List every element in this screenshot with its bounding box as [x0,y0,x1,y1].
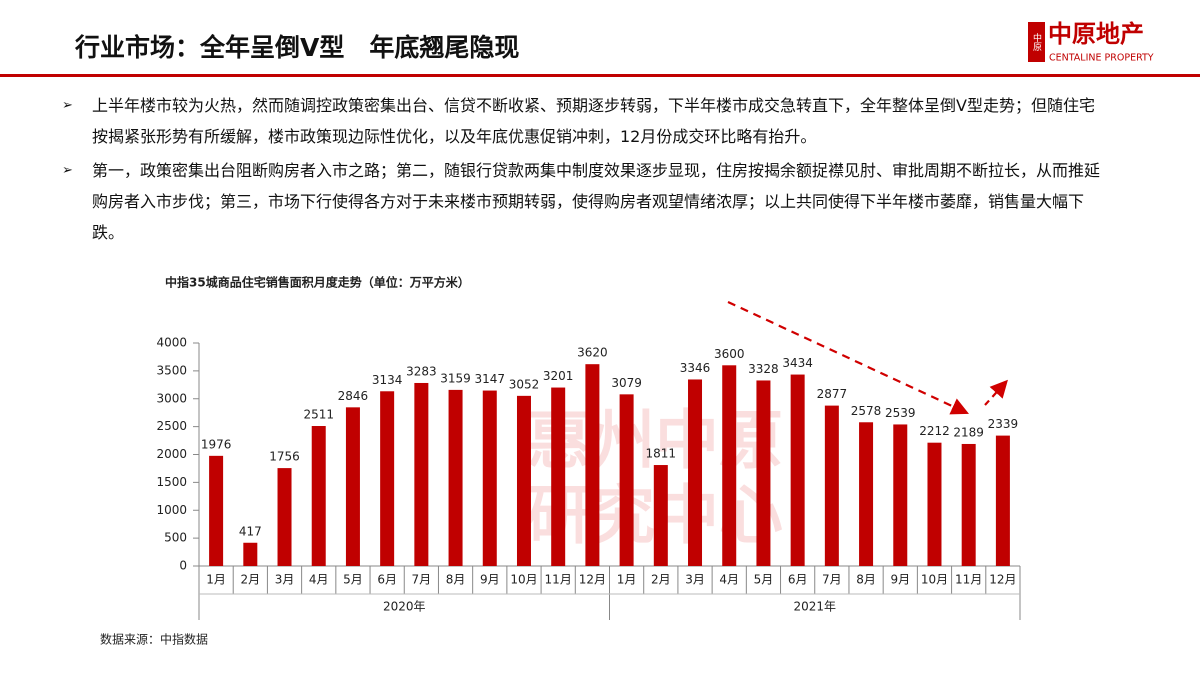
y-tick-label: 2000 [156,447,187,461]
group-label: 2020年 [383,600,426,614]
bar [482,390,497,566]
data-label: 1976 [201,437,232,451]
bar [551,387,566,566]
x-tick-label: 6月 [377,573,397,587]
bullet: 第一，政策密集出台阻断购房者入市之路；第二，随银行贷款两集中制度效果逐步显现，住… [62,155,1107,248]
bar [927,442,942,566]
data-label: 3620 [577,346,608,360]
y-tick-label: 500 [164,531,187,545]
x-tick-label: 7月 [822,573,842,587]
x-tick-label: 1月 [206,573,226,587]
x-tick-label: 11月 [545,573,572,587]
data-label: 2189 [953,425,984,439]
bar [961,443,976,566]
x-tick-label: 9月 [890,573,910,587]
data-label: 3159 [440,371,471,385]
y-tick-label: 3000 [156,391,187,405]
bar [311,426,326,566]
data-label: 2846 [338,389,369,403]
bar [859,422,874,566]
x-tick-label: 10月 [510,573,537,587]
bar [209,455,224,566]
group-label: 2021年 [793,600,836,614]
data-label: 3201 [543,369,574,383]
bar [380,391,395,566]
data-label: 1811 [646,447,677,461]
x-tick-label: 12月 [989,573,1016,587]
data-label: 1756 [269,450,300,464]
logo-mark-box [1028,22,1045,62]
bar [516,395,531,566]
trend-arrow [984,379,1008,406]
header-rule [0,74,1200,77]
bar [722,365,737,566]
x-tick-label: 10月 [921,573,948,587]
data-label: 417 [239,524,262,538]
data-label: 3283 [406,364,437,378]
bar [619,394,634,566]
data-label: 2578 [851,404,882,418]
y-tick-label: 1000 [156,503,187,517]
logo-subtext: CENTALINE PROPERTY [1049,53,1154,64]
logo-mark: 中原 [1031,32,1042,51]
bullet-list: 上半年楼市较为火热，然而随调控政策密集出台、信贷不断收紧、预期逐步转弱，下半年楼… [62,90,1107,251]
x-tick-label: 3月 [685,573,705,587]
x-tick-label: 8月 [856,573,876,587]
bar [414,382,429,566]
data-label: 2539 [885,406,916,420]
x-tick-label: 5月 [343,573,363,587]
bar [893,424,908,566]
y-tick-label: 0 [179,559,187,573]
bar [824,405,839,566]
bar [756,380,771,566]
data-label: 3052 [509,377,540,391]
x-tick-label: 8月 [446,573,466,587]
x-tick-label: 11月 [955,573,982,587]
bar [345,407,360,566]
y-tick-label: 4000 [156,336,187,350]
x-tick-label: 6月 [788,573,808,587]
data-label: 3079 [611,376,642,390]
data-label: 2511 [303,408,334,422]
data-label: 3147 [474,372,505,386]
data-label: 3134 [372,373,403,387]
slide-title: 行业市场：全年呈倒V型 年底翘尾隐现 [75,33,520,62]
bar [688,379,703,566]
x-tick-label: 9月 [480,573,500,587]
bar [243,542,258,566]
data-label: 3434 [782,356,813,370]
x-tick-label: 4月 [309,573,329,587]
bar [448,389,463,566]
bar [790,374,805,566]
bullet: 上半年楼市较为火热，然而随调控政策密集出台、信贷不断收紧、预期逐步转弱，下半年楼… [62,90,1107,152]
x-tick-label: 12月 [579,573,606,587]
chart-title: 中指35城商品住宅销售面积月度走势（单位：万平方米） [165,275,470,290]
data-label: 2877 [817,387,848,401]
data-label: 2212 [919,424,950,438]
x-tick-label: 7月 [412,573,432,587]
logo-text: 中原地产 [1048,20,1144,48]
x-tick-label: 5月 [754,573,774,587]
bar [653,465,668,566]
x-tick-label: 4月 [719,573,739,587]
bar [277,468,292,566]
x-tick-label: 3月 [275,573,295,587]
bar [585,364,600,566]
trend-arrow [727,301,969,415]
data-label: 3328 [748,362,779,376]
x-tick-label: 1月 [617,573,637,587]
data-label: 2339 [988,417,1019,431]
y-tick-label: 1500 [156,475,187,489]
x-tick-label: 2月 [651,573,671,587]
x-tick-label: 2月 [240,573,260,587]
data-label: 3346 [680,361,711,375]
y-tick-label: 3500 [156,363,187,377]
bar [995,435,1010,566]
data-label: 3600 [714,347,745,361]
source-note: 数据来源：中指数据 [100,632,208,647]
y-tick-label: 2500 [156,419,187,433]
